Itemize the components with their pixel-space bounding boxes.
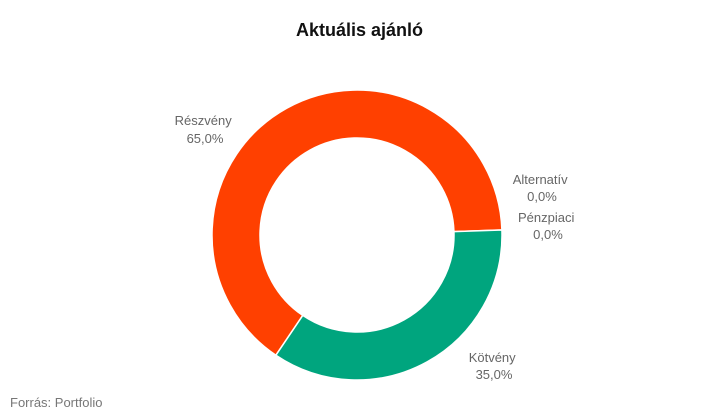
slice-value-kotveny: 35,0% [476,367,513,382]
slice-labels: Részvény 65,0% Alternatív 0,0% Pénzpiaci… [175,113,578,382]
donut-slice-részvény [211,89,503,357]
slice-name-reszveny: Részvény [175,113,233,128]
slice-name-penzpiaci: Pénzpiaci [518,210,574,225]
slice-name-alternativ: Alternatív [513,172,568,187]
slice-name-kotveny: Kötvény [469,350,516,365]
chart-title: Aktuális ajánló [295,20,424,40]
slice-label-penzpiaci: Pénzpiaci 0,0% [518,210,578,242]
slice-label-alternativ: Alternatív 0,0% [513,172,572,204]
donut-slices [211,89,503,381]
slice-label-kotveny: Kötvény 35,0% [469,350,520,382]
source-note: Forrás: Portfolio [10,395,103,410]
slice-value-reszveny: 65,0% [187,131,224,146]
slice-value-alternativ: 0,0% [527,189,557,204]
slice-value-penzpiaci: 0,0% [533,227,563,242]
donut-slice-kötvény [274,229,503,381]
slice-label-reszveny: Részvény 65,0% [175,113,236,146]
